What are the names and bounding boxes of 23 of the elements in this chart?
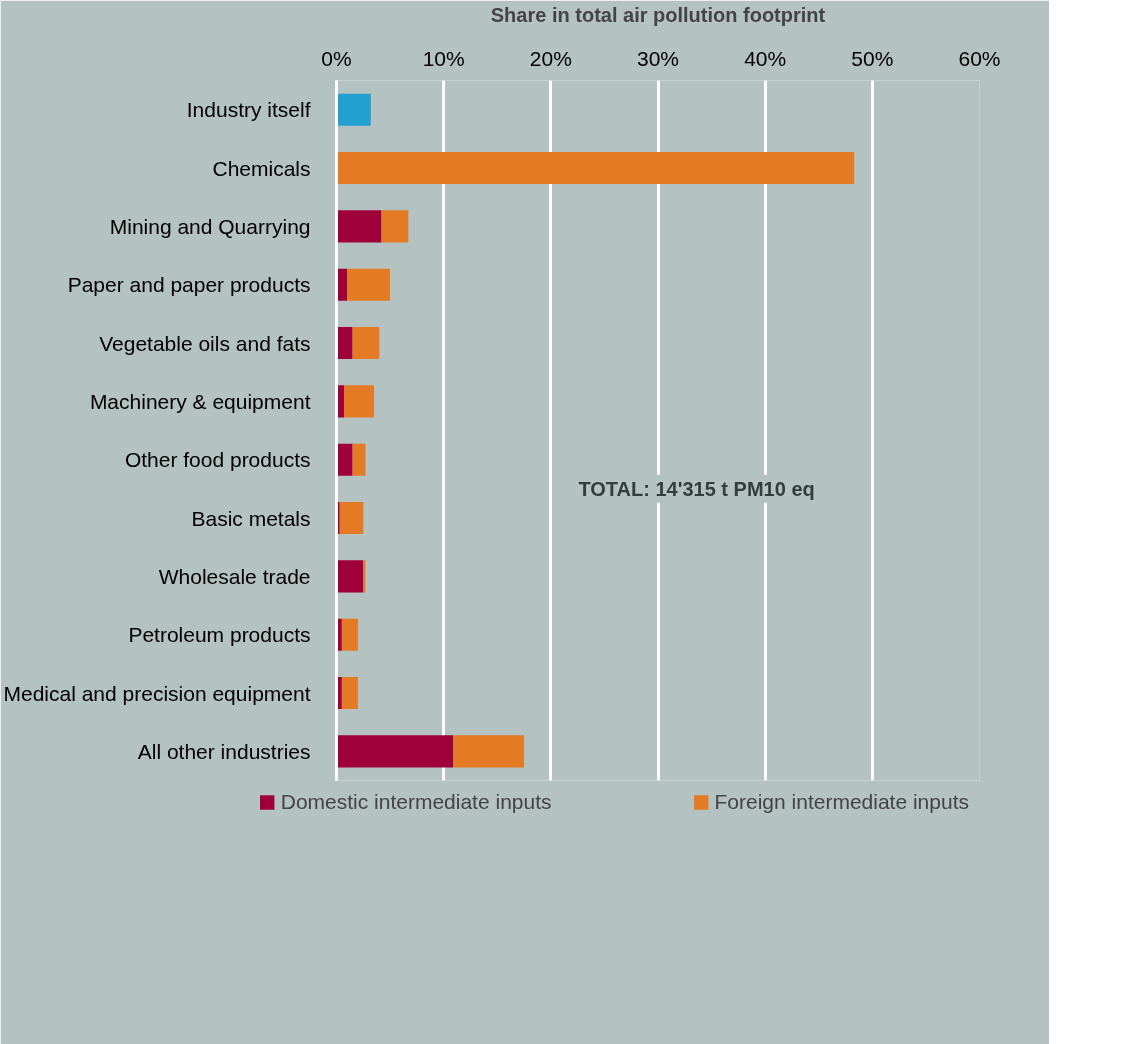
x-tick-label: 10% [422,46,465,70]
x-tick-label: 30% [636,46,680,70]
y-tick-label: Mining and Quarrying [109,214,311,238]
annotation: TOTAL: 14'315 t PM10 eq [578,477,815,500]
y-tick-label: Paper and paper products [67,273,311,297]
x-tick-label: 50% [851,46,894,70]
x-tick-label: 40% [744,46,787,70]
y-tick-label: Other food products [124,448,311,472]
y-tick-label: Chemicals [212,156,311,180]
x-tick-label: 60% [958,46,1001,70]
y-tick-label: Petroleum products [128,623,311,647]
legend-label: Domestic intermediate inputs [280,790,552,814]
y-tick-label: Machinery & equipment [89,389,311,413]
legend-label: Foreign intermediate inputs [714,790,969,814]
y-tick-label: Industry itself [186,98,311,122]
y-tick-label: All other industries [137,739,311,763]
y-tick-label: Basic metals [191,506,311,530]
x-tick-label: 0% [321,46,352,70]
y-tick-label: Wholesale trade [158,564,311,588]
x-tick-label: 20% [529,46,572,70]
y-tick-label: Vegetable oils and fats [99,331,311,355]
x-axis-title: Share in total air pollution footprint [490,3,826,26]
y-tick-label: Medical and precision equipment [3,681,311,705]
